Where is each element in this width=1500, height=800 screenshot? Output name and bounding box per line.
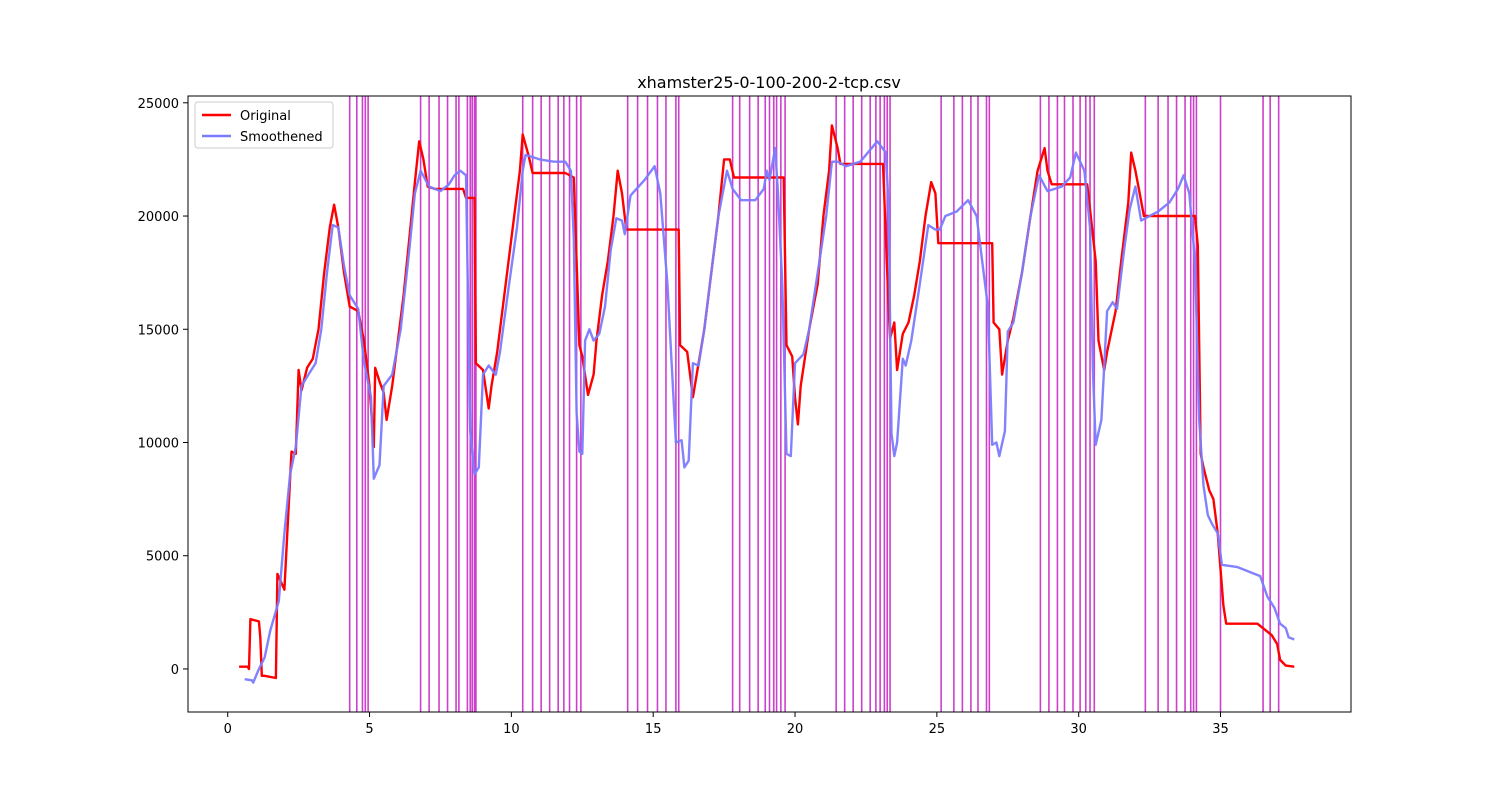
chart-title: xhamster25-0-100-200-2-tcp.csv — [637, 73, 901, 92]
y-tick-label: 25000 — [138, 97, 179, 112]
y-tick-label: 10000 — [138, 437, 179, 452]
x-tick-label: 5 — [365, 722, 373, 737]
plot-area: 0 5 10 15 20 25 30 35 0 5000 10000 15000 20000 25000 O… — [138, 95, 1352, 737]
y-tick-label: 5000 — [146, 550, 179, 565]
y-tick-label: 20000 — [138, 210, 179, 225]
y-tick-label: 15000 — [138, 323, 179, 338]
y-tick-label: 0 — [171, 663, 179, 678]
x-tick-label: 30 — [1070, 722, 1087, 737]
plot-frame — [187, 95, 1352, 713]
x-tick-label: 10 — [503, 722, 520, 737]
legend-label-smoothened: Smoothened — [240, 130, 323, 145]
x-tick-label: 35 — [1212, 722, 1229, 737]
x-tick-label: 25 — [929, 722, 946, 737]
series-line-smoothened — [244, 140, 1295, 684]
x-tick-label: 20 — [787, 722, 804, 737]
legend-label-original: Original — [240, 109, 291, 124]
x-tick-label: 15 — [645, 722, 662, 737]
x-tick-label: 0 — [224, 722, 232, 737]
